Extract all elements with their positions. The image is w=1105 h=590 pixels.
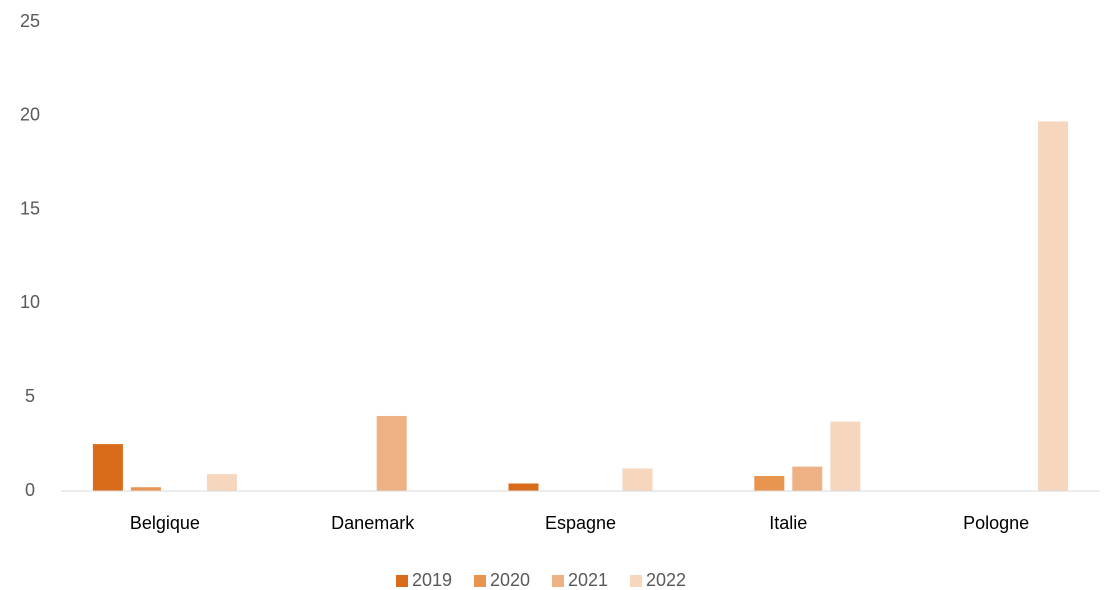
bar (622, 468, 653, 491)
legend-label: 2022 (646, 570, 686, 590)
legend-swatch (552, 575, 564, 587)
bar (130, 487, 161, 491)
legend-label: 2021 (568, 570, 608, 590)
y-tick-label: 5 (25, 386, 35, 406)
x-tick-label: Italie (769, 513, 807, 533)
bar (754, 475, 785, 491)
legend-label: 2019 (412, 570, 452, 590)
legend-label: 2020 (490, 570, 530, 590)
x-tick-label: Danemark (331, 513, 415, 533)
bar (792, 466, 823, 491)
y-tick-label: 10 (20, 292, 40, 312)
legend-swatch (474, 575, 486, 587)
y-tick-label: 15 (20, 198, 40, 218)
y-tick-label: 20 (20, 105, 40, 125)
bar (830, 421, 861, 491)
bar (92, 444, 123, 491)
bar (508, 483, 539, 491)
y-tick-label: 0 (25, 480, 35, 500)
legend-swatch (630, 575, 642, 587)
bar (1038, 121, 1069, 491)
legend-swatch (396, 575, 408, 587)
x-tick-label: Belgique (130, 513, 200, 533)
y-tick-label: 25 (20, 11, 40, 31)
x-tick-label: Pologne (963, 513, 1029, 533)
x-tick-label: Espagne (545, 513, 616, 533)
bar (206, 474, 237, 491)
bar (376, 415, 407, 491)
